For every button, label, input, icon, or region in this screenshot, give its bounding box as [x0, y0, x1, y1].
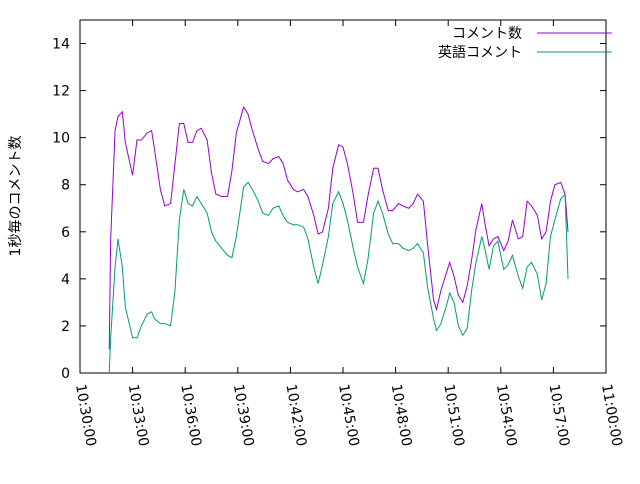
x-tick-label: 10:48:00 — [388, 383, 415, 448]
x-tick-label: 10:54:00 — [493, 383, 520, 448]
y-tick-label: 10 — [52, 131, 70, 147]
x-tick-label: 10:30:00 — [72, 383, 99, 448]
y-tick-label: 12 — [52, 84, 70, 100]
y-tick-label: 4 — [61, 272, 70, 288]
x-tick-label: 10:36:00 — [177, 383, 204, 448]
y-tick-label: 2 — [61, 319, 70, 335]
legend-label: コメント数 — [452, 26, 522, 42]
series-line — [108, 181, 569, 374]
series-line — [108, 105, 569, 350]
x-tick-label: 10:57:00 — [545, 383, 572, 448]
legend-label: 英語コメント — [438, 44, 522, 61]
y-axis-label: 1秒毎のコメント数 — [8, 136, 24, 257]
y-tick-label: 14 — [52, 37, 70, 53]
y-tick-label: 0 — [61, 366, 70, 382]
x-tick-label: 10:45:00 — [335, 383, 362, 448]
y-tick-label: 8 — [61, 178, 70, 194]
x-tick-label: 10:33:00 — [125, 383, 152, 448]
x-tick-label: 10:39:00 — [230, 383, 257, 448]
x-tick-label: 10:51:00 — [440, 383, 467, 448]
plot-frame — [79, 19, 607, 374]
x-tick-label: 10:42:00 — [282, 383, 309, 448]
x-tick-label: 11:00:00 — [598, 383, 625, 448]
y-tick-label: 6 — [61, 225, 70, 241]
